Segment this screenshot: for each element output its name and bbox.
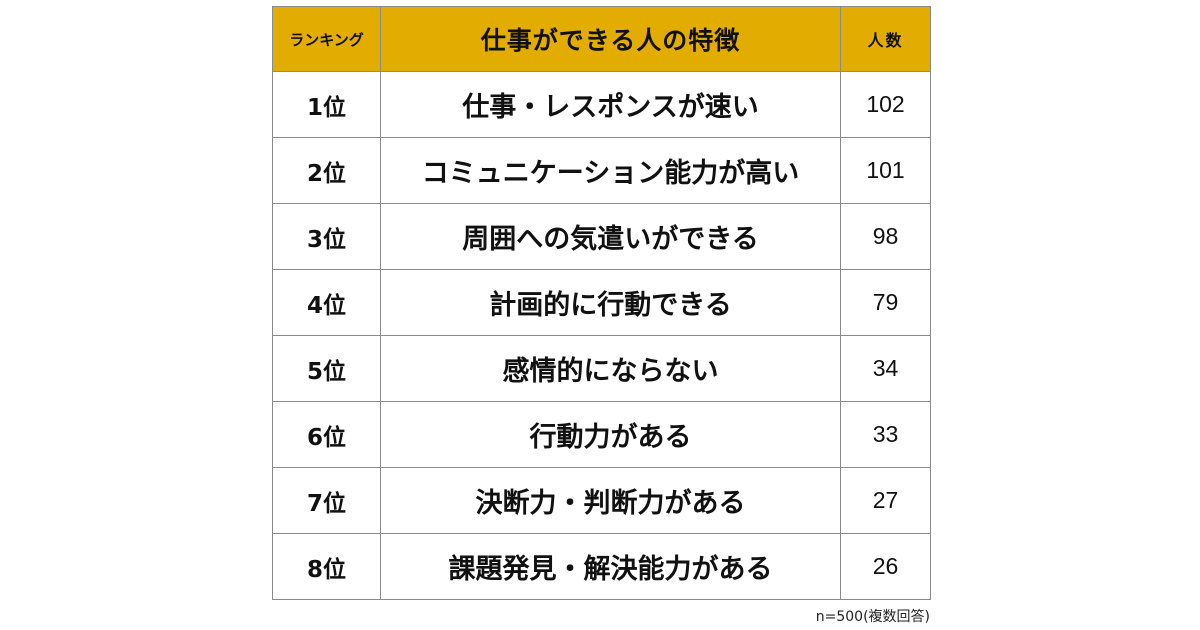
- table-row: 3位 周囲への気遣いができる 98: [272, 203, 931, 270]
- trait-cell: 感情的にならない: [380, 335, 841, 402]
- count-cell: 79: [840, 269, 931, 336]
- trait-cell: 仕事・レスポンスが速い: [380, 71, 841, 138]
- rank-cell: 4位: [272, 269, 381, 336]
- rank-cell: 5位: [272, 335, 381, 402]
- trait-cell: 計画的に行動できる: [380, 269, 841, 336]
- rank-cell: 1位: [272, 71, 381, 138]
- table-row: 8位 課題発見・解決能力がある 26: [272, 533, 931, 600]
- count-cell: 98: [840, 203, 931, 270]
- count-cell: 33: [840, 401, 931, 468]
- count-cell: 27: [840, 467, 931, 534]
- count-cell: 26: [840, 533, 931, 600]
- table-row: 5位 感情的にならない 34: [272, 335, 931, 402]
- count-cell: 101: [840, 137, 931, 204]
- rank-cell: 7位: [272, 467, 381, 534]
- table-row: 7位 決断力・判断力がある 27: [272, 467, 931, 534]
- header-trait: 仕事ができる人の特徴: [380, 6, 841, 72]
- header-rank: ランキング: [272, 6, 381, 72]
- table-row: 2位 コミュニケーション能力が高い 101: [272, 137, 931, 204]
- rank-cell: 3位: [272, 203, 381, 270]
- trait-cell: 周囲への気遣いができる: [380, 203, 841, 270]
- rank-cell: 2位: [272, 137, 381, 204]
- rank-cell: 6位: [272, 401, 381, 468]
- table-row: 1位 仕事・レスポンスが速い 102: [272, 71, 931, 138]
- trait-cell: コミュニケーション能力が高い: [380, 137, 841, 204]
- trait-cell: 決断力・判断力がある: [380, 467, 841, 534]
- header-count: 人数: [840, 6, 931, 72]
- sample-size-note: n=500(複数回答): [815, 609, 930, 625]
- table-row: 6位 行動力がある 33: [272, 401, 931, 468]
- count-cell: 102: [840, 71, 931, 138]
- trait-cell: 課題発見・解決能力がある: [380, 533, 841, 600]
- trait-cell: 行動力がある: [380, 401, 841, 468]
- ranking-table: ランキング 仕事ができる人の特徴 人数 1位 仕事・レスポンスが速い 102 2…: [272, 6, 931, 600]
- table-row: 4位 計画的に行動できる 79: [272, 269, 931, 336]
- rank-cell: 8位: [272, 533, 381, 600]
- count-cell: 34: [840, 335, 931, 402]
- header-row: ランキング 仕事ができる人の特徴 人数: [272, 6, 931, 72]
